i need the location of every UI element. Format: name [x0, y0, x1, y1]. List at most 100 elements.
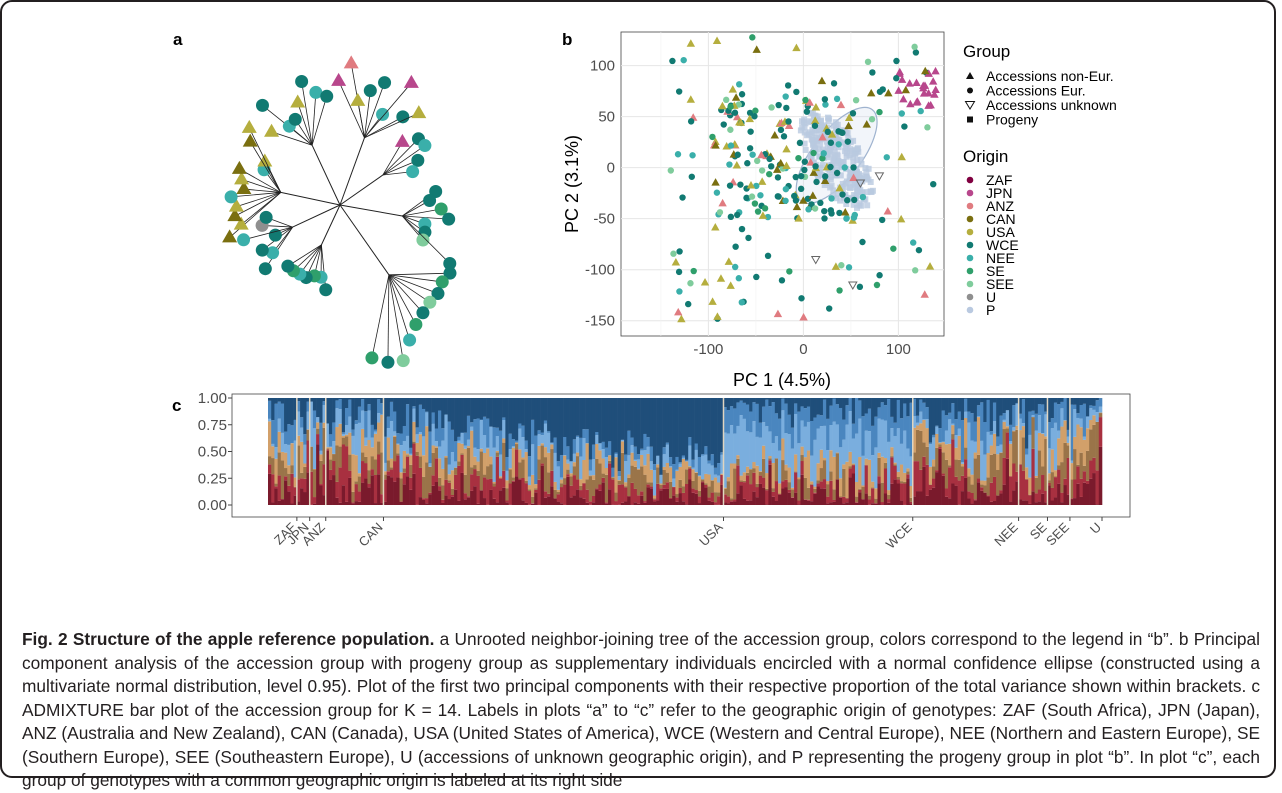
- admixture-bar-segment: [364, 411, 368, 437]
- admixture-bar-segment: [553, 438, 557, 453]
- admixture-bar-segment: [894, 436, 898, 463]
- admixture-bar-segment: [319, 461, 323, 484]
- admixture-bar-segment: [303, 434, 307, 445]
- admixture-bar-segment: [364, 478, 368, 505]
- admixture-bar-segment: [611, 398, 615, 468]
- admixture-bar-segment: [477, 476, 481, 504]
- admixture-bar-segment: [717, 483, 721, 493]
- admixture-bar-segment: [935, 472, 939, 505]
- admixture-bar-segment: [422, 500, 426, 505]
- admixture-bar-segment: [942, 410, 946, 441]
- admixture-bar-segment: [287, 486, 291, 492]
- tree-tip-non-eur: [242, 120, 257, 133]
- admixture-bar-segment: [791, 489, 795, 497]
- admixture-bar-segment: [1038, 501, 1042, 505]
- admixture-bar-segment: [358, 407, 362, 423]
- admixture-bar-segment: [570, 486, 574, 498]
- admixture-bar-segment: [557, 398, 561, 461]
- admixture-bar-segment: [537, 434, 541, 446]
- admixture-bar-segment: [332, 461, 336, 475]
- admixture-bar-segment: [650, 461, 654, 469]
- admixture-ytick-label: 0.00: [198, 497, 227, 514]
- admixture-bar-segment: [653, 499, 657, 501]
- admixture-bar-segment: [480, 420, 484, 449]
- admixture-bar-segment: [278, 452, 282, 475]
- admixture-bar-segment: [993, 421, 997, 434]
- admixture-bar-segment: [698, 503, 702, 505]
- admixture-bar-segment: [598, 484, 602, 490]
- admixture-bar-segment: [509, 449, 513, 468]
- admixture-bar-segment: [608, 461, 612, 463]
- admixture-bar-segment: [1076, 424, 1080, 464]
- admixture-bar-segment: [752, 473, 756, 492]
- admixture-bar-segment: [499, 490, 503, 505]
- admixture-bar-segment: [425, 412, 429, 426]
- admixture-bar-segment: [871, 488, 875, 503]
- admixture-bar-segment: [1022, 399, 1026, 423]
- pca-point-eur: [752, 108, 758, 114]
- admixture-bar-segment: [922, 398, 926, 403]
- admixture-bar-segment: [371, 447, 375, 456]
- admixture-bar-segment: [425, 462, 429, 498]
- admixture-bar-segment: [1051, 398, 1055, 418]
- admixture-bar-segment: [364, 438, 368, 446]
- admixture-bar-segment: [685, 460, 689, 461]
- admixture-bar-segment: [1080, 479, 1084, 497]
- admixture-bar-segment: [945, 460, 949, 489]
- pca-point-eur: [668, 167, 674, 173]
- admixture-bar-segment: [351, 430, 355, 436]
- tree-tip-eur: [289, 113, 302, 126]
- admixture-bar-segment: [775, 436, 779, 458]
- admixture-bar-segment: [537, 480, 541, 505]
- admixture-bar-segment: [637, 504, 641, 505]
- admixture-bar-segment: [592, 496, 596, 502]
- admixture-bar-segment: [707, 501, 711, 505]
- tree-branch: [388, 275, 389, 362]
- admixture-bar-segment: [403, 426, 407, 441]
- admixture-bar-segment: [704, 483, 708, 484]
- admixture-bar-segment: [573, 475, 577, 495]
- pca-point-eur: [911, 44, 917, 50]
- admixture-bar-segment: [438, 458, 442, 477]
- admixture-bar-segment: [727, 434, 731, 477]
- admixture-bar-segment: [634, 467, 638, 489]
- admixture-bar-segment: [1035, 476, 1039, 478]
- admixture-bar-segment: [1035, 431, 1039, 476]
- admixture-bar-segment: [412, 409, 416, 422]
- admixture-bar-segment: [794, 454, 798, 471]
- admixture-bar-segment: [900, 481, 904, 483]
- admixture-bar-segment: [284, 398, 288, 432]
- tree-tip-non-eur: [331, 73, 346, 86]
- admixture-bar-segment: [1054, 477, 1058, 497]
- admixture-bar-segment: [823, 426, 827, 458]
- admixture-bar-segment: [624, 501, 628, 505]
- admixture-bar-segment: [666, 398, 670, 443]
- admixture-bar-segment: [573, 462, 577, 466]
- admixture-bar-segment: [358, 398, 362, 407]
- admixture-bar-segment: [464, 446, 468, 449]
- admixture-bar-segment: [464, 449, 468, 475]
- tree-branch: [372, 275, 389, 358]
- admixture-bar-segment: [691, 493, 695, 505]
- admixture-bar-segment: [451, 495, 455, 497]
- pca-point-eur: [766, 156, 772, 162]
- admixture-bar-segment: [371, 475, 375, 505]
- admixture-bar-segment: [271, 458, 275, 474]
- admixture-ytick-label: 0.25: [198, 470, 227, 487]
- admixture-bar-segment: [679, 467, 683, 480]
- admixture-bar-segment: [810, 501, 814, 505]
- admixture-bar-segment: [916, 461, 920, 491]
- admixture-bar-segment: [762, 422, 766, 446]
- admixture-bar-segment: [1076, 484, 1080, 505]
- tree-tip-non-eur: [404, 75, 419, 88]
- admixture-bar-segment: [1060, 427, 1064, 463]
- admixture-bar-segment: [534, 436, 538, 485]
- admixture-bar-segment: [550, 471, 554, 486]
- tree-branch: [358, 101, 365, 138]
- admixture-bar-segment: [833, 422, 837, 457]
- admixture-bar-segment: [903, 473, 907, 482]
- admixture-bar-segment: [826, 419, 830, 450]
- admixture-bar-segment: [1028, 495, 1032, 504]
- admixture-bar-segment: [457, 501, 461, 505]
- admixture-bar-segment: [993, 454, 997, 477]
